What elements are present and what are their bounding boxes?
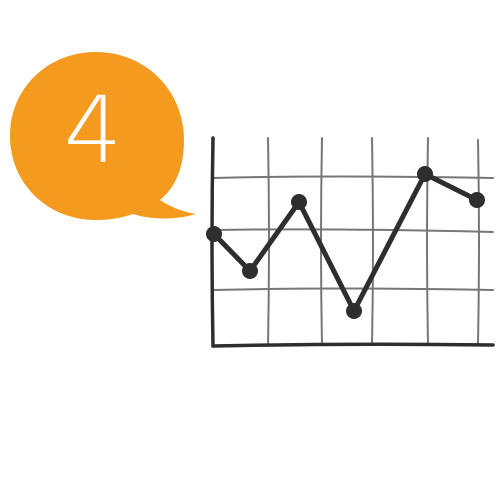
- step-number: 4: [63, 77, 123, 184]
- trend-point: [206, 226, 222, 242]
- trend-point: [346, 303, 362, 319]
- trend-point: [242, 263, 258, 279]
- trend-line-icon: [206, 166, 485, 319]
- trend-line: [211, 171, 480, 314]
- trend-point: [417, 166, 433, 182]
- trend-point: [291, 194, 307, 210]
- trend-point: [469, 192, 485, 208]
- speech-bubble-icon: [10, 52, 196, 220]
